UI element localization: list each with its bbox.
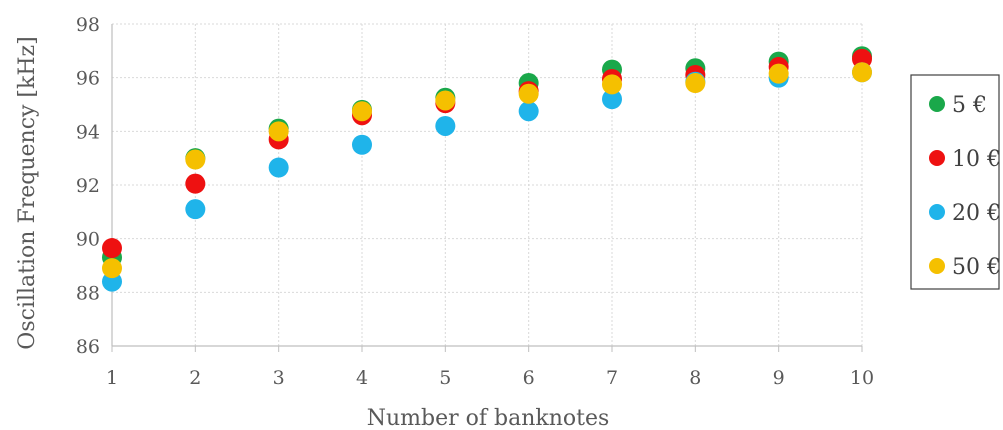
series-0 [102, 46, 872, 268]
y-tick-label: 86 [76, 336, 100, 358]
x-tick-label: 3 [273, 367, 285, 389]
x-tick-label: 10 [850, 367, 874, 389]
data-point [268, 157, 289, 178]
data-point [435, 115, 456, 136]
legend-label: 20 € [952, 201, 1001, 226]
data-points [102, 46, 872, 292]
legend-label: 10 € [952, 147, 1001, 172]
x-tick-label: 9 [773, 367, 785, 389]
x-tick-label: 2 [189, 367, 201, 389]
data-point [602, 89, 622, 110]
y-axis-label: Oscillation Frequency [kHz] [15, 36, 40, 349]
x-tick-label: 1 [106, 367, 118, 389]
data-point [518, 83, 539, 104]
legend-box [910, 74, 1000, 290]
series-3 [102, 62, 872, 279]
x-tick-label: 7 [606, 367, 618, 389]
grid-lines [112, 23, 863, 346]
data-point [102, 238, 122, 259]
axes [111, 24, 863, 352]
series-2 [102, 62, 872, 292]
x-tick-label: 5 [439, 367, 451, 389]
legend-label: 5 € [952, 93, 987, 118]
y-tick-label: 88 [76, 282, 100, 304]
series-1 [102, 48, 872, 259]
legend-marker [929, 96, 945, 112]
legend-marker [929, 204, 945, 220]
data-point [602, 74, 622, 95]
data-point [685, 73, 706, 94]
data-point [185, 149, 206, 170]
legend: 5 € 10 € 20 € 50 € [910, 74, 1001, 290]
data-point [185, 199, 206, 220]
legend-label: 50 € [952, 255, 1001, 280]
x-tick-labels: 1 2 3 4 5 6 7 8 9 10 [106, 367, 874, 389]
data-point [352, 101, 372, 122]
y-tick-labels: 86 88 90 92 94 96 98 [76, 14, 100, 358]
data-point [268, 121, 289, 142]
y-tick-label: 98 [76, 14, 100, 36]
data-point [352, 134, 372, 155]
legend-marker [929, 258, 945, 274]
y-tick-label: 96 [76, 68, 100, 90]
x-tick-label: 8 [689, 367, 701, 389]
data-point [435, 90, 456, 111]
y-tick-label: 92 [76, 175, 100, 197]
data-point [768, 63, 789, 84]
data-point [185, 173, 206, 194]
legend-marker [929, 150, 945, 166]
data-point [102, 258, 122, 279]
data-point [518, 101, 539, 122]
y-tick-label: 94 [76, 121, 100, 143]
y-tick-label: 90 [76, 229, 100, 251]
x-axis-label: Number of banknotes [367, 406, 610, 430]
x-tick-label: 6 [523, 367, 535, 389]
data-point [852, 62, 872, 83]
x-tick-label: 4 [356, 367, 368, 389]
